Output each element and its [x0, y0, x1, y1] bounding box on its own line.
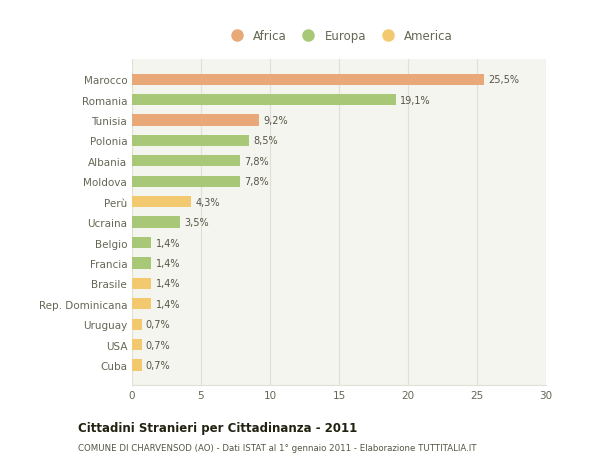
Text: 1,4%: 1,4% [155, 279, 180, 289]
Text: 8,5%: 8,5% [253, 136, 278, 146]
Text: 0,7%: 0,7% [146, 360, 170, 370]
Text: 4,3%: 4,3% [196, 197, 220, 207]
Bar [132, 156, 239, 167]
Bar [132, 196, 191, 208]
Bar [132, 95, 395, 106]
Bar [132, 359, 142, 371]
Bar [132, 217, 181, 228]
Text: 19,1%: 19,1% [400, 95, 430, 106]
Bar [132, 176, 239, 187]
Bar [132, 278, 151, 289]
Text: 0,7%: 0,7% [146, 319, 170, 330]
Text: 1,4%: 1,4% [155, 299, 180, 309]
Bar [132, 319, 142, 330]
Text: 7,8%: 7,8% [244, 177, 268, 187]
Text: 0,7%: 0,7% [146, 340, 170, 350]
Text: 7,8%: 7,8% [244, 157, 268, 167]
Text: 9,2%: 9,2% [263, 116, 288, 126]
Bar [132, 135, 250, 147]
Text: 1,4%: 1,4% [155, 258, 180, 269]
Bar [132, 258, 151, 269]
Bar [132, 115, 259, 126]
Bar [132, 74, 484, 86]
Text: 3,5%: 3,5% [184, 218, 209, 228]
Bar [132, 237, 151, 249]
Text: Cittadini Stranieri per Cittadinanza - 2011: Cittadini Stranieri per Cittadinanza - 2… [78, 421, 357, 434]
Text: 1,4%: 1,4% [155, 238, 180, 248]
Legend: Africa, Europa, America: Africa, Europa, America [221, 27, 457, 46]
Text: 25,5%: 25,5% [488, 75, 519, 85]
Bar [132, 339, 142, 350]
Bar [132, 298, 151, 310]
Text: COMUNE DI CHARVENSOD (AO) - Dati ISTAT al 1° gennaio 2011 - Elaborazione TUTTITA: COMUNE DI CHARVENSOD (AO) - Dati ISTAT a… [78, 443, 476, 452]
